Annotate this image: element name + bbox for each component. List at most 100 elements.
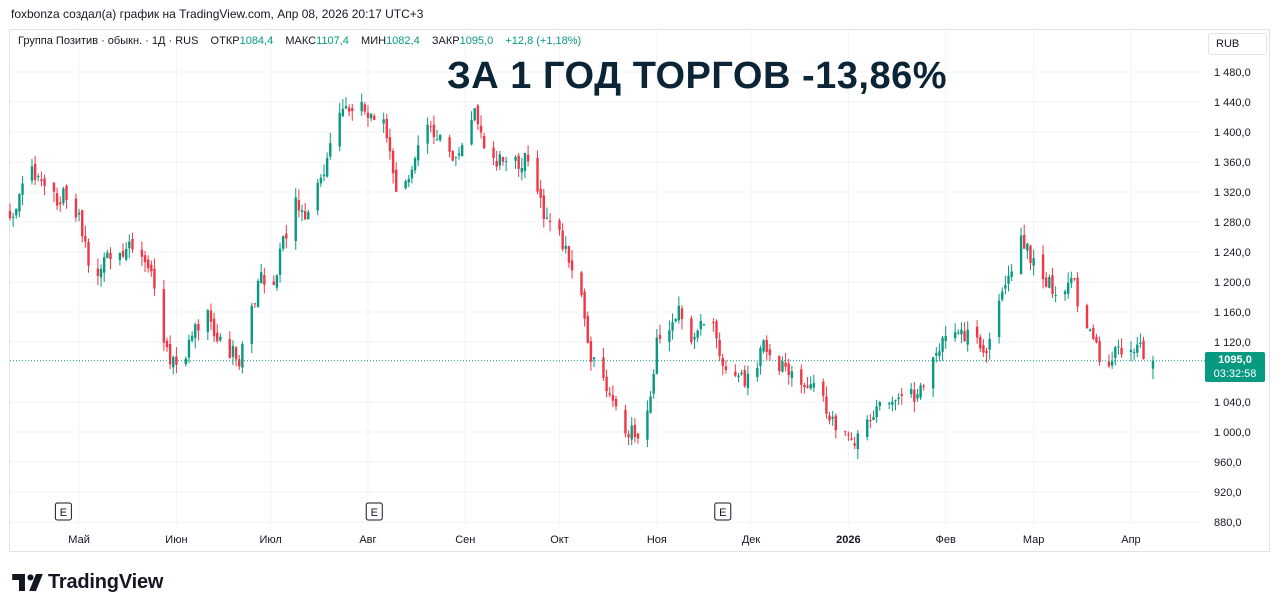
candle-body: [407, 179, 410, 183]
candle-body: [473, 108, 476, 121]
candle-body: [366, 112, 370, 118]
candle-body: [1117, 346, 1120, 348]
x-tick-label: Мар: [1023, 534, 1045, 546]
candle-body: [363, 104, 367, 112]
x-tick-label: Дек: [742, 534, 761, 546]
candle-body: [106, 252, 109, 259]
candle-body: [81, 210, 84, 237]
candle-body: [765, 340, 768, 353]
high-label: МАКС: [285, 35, 317, 47]
candle-body: [919, 385, 922, 398]
candle-body: [1092, 327, 1095, 339]
candle-body: [175, 356, 178, 365]
candle-body: [737, 375, 740, 377]
candle-body: [806, 385, 809, 388]
candle-body: [768, 349, 772, 356]
candle-body: [1132, 351, 1136, 354]
candle-body: [646, 410, 649, 440]
y-tick-label: 1 400,0: [1214, 127, 1251, 139]
candle-body: [194, 324, 197, 338]
candle-body: [33, 163, 37, 180]
candle-body: [329, 143, 332, 157]
x-tick-label: Май: [68, 534, 90, 546]
symbol-label: Группа Позитив · обыкн. · 1Д · RUS: [18, 35, 199, 47]
candle-body: [872, 417, 875, 420]
tradingview-logo[interactable]: TradingView: [12, 571, 163, 594]
close-label: ЗАКР: [431, 35, 460, 47]
candle-body: [275, 275, 279, 288]
candle-body: [109, 253, 112, 260]
open-label: ОТКР: [210, 35, 240, 47]
candle-body: [479, 125, 483, 133]
candle-body: [388, 137, 392, 152]
candle-body: [935, 352, 938, 356]
x-tick-label: Сен: [455, 534, 475, 546]
candle-body: [1051, 275, 1054, 295]
candle-body: [438, 135, 442, 141]
candle-body: [545, 217, 549, 219]
candle-body: [351, 108, 354, 112]
candle-body: [699, 321, 702, 330]
candle-body: [87, 241, 90, 266]
candle-body: [668, 330, 671, 342]
candle-body: [734, 371, 737, 376]
candle-body: [680, 308, 684, 320]
candle-body: [1136, 344, 1139, 353]
candle-body: [429, 126, 432, 128]
candle-body: [856, 433, 859, 449]
candle-body: [360, 101, 363, 112]
candle-body: [1139, 342, 1142, 344]
candle-body: [303, 211, 307, 220]
candle-body: [831, 416, 834, 419]
last-price-value: 1095,0: [1218, 354, 1252, 366]
candle-body: [231, 345, 235, 357]
candle-body: [99, 268, 103, 278]
y-tick-label: 1 160,0: [1214, 307, 1251, 319]
candle-body: [1023, 234, 1026, 249]
candle-body: [636, 433, 640, 439]
candle-body: [263, 275, 266, 285]
candle-body: [1120, 347, 1123, 355]
chart-grid: [10, 30, 1200, 525]
candle-body: [74, 198, 78, 218]
candle-body: [15, 208, 18, 216]
candle-body: [913, 389, 916, 402]
candle-body: [413, 158, 417, 171]
candle-body: [931, 357, 935, 389]
candle-body: [944, 335, 947, 342]
candle-body: [184, 358, 188, 365]
candle-body: [395, 169, 398, 192]
close-value: 1095,0: [459, 35, 494, 47]
earnings-marker-label: E: [371, 507, 378, 519]
candle-body: [118, 252, 122, 261]
x-tick-label: Окт: [550, 534, 569, 546]
candle-body: [325, 157, 329, 177]
y-tick-label: 1 040,0: [1214, 397, 1251, 409]
candle-body: [322, 174, 326, 177]
candle-body: [369, 113, 373, 119]
candle-body: [272, 281, 275, 285]
candle-body: [1010, 271, 1013, 277]
candle-body: [300, 210, 304, 213]
candle-body: [128, 241, 131, 249]
candle-body: [624, 409, 627, 434]
candle-body: [1063, 291, 1067, 295]
candle-body: [77, 212, 81, 215]
candle-body: [253, 303, 257, 305]
candle-body: [146, 259, 150, 269]
candle-body: [740, 372, 743, 375]
candle-body: [536, 157, 539, 192]
candle-body: [953, 332, 957, 339]
currency-button[interactable]: RUB: [1208, 33, 1267, 55]
candle-body: [526, 154, 530, 162]
candle-body: [589, 341, 593, 362]
candle-body: [1001, 291, 1004, 300]
candle-body: [457, 153, 461, 156]
candle-body: [891, 401, 894, 405]
candle-body: [822, 381, 825, 396]
candle-body: [1054, 295, 1057, 297]
candle-body: [781, 361, 784, 372]
candle-body: [743, 370, 746, 386]
